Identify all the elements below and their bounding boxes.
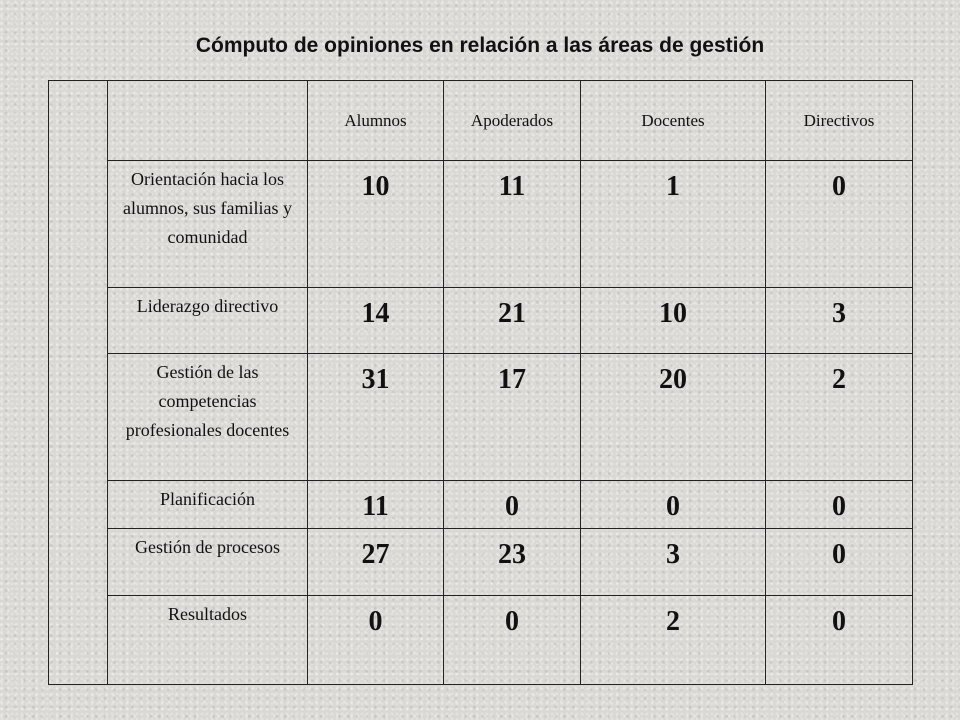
cell-value: 11 <box>443 160 581 288</box>
row-label: Gestión de las competencias profesionale… <box>107 353 308 481</box>
column-header: Alumnos <box>307 80 444 161</box>
cell-value: 2 <box>580 595 766 685</box>
cell-value: 0 <box>765 160 913 288</box>
cell-value: 10 <box>580 287 766 354</box>
column-header: Apoderados <box>443 80 581 161</box>
table-row: Planificación 11 0 0 0 <box>49 480 913 529</box>
cell-value: 0 <box>580 480 766 529</box>
row-label: Gestión de procesos <box>107 528 308 596</box>
row-label: Planificación <box>107 480 308 529</box>
cell-value: 0 <box>443 595 581 685</box>
row-label: Resultados <box>107 595 308 685</box>
cell-value: 27 <box>307 528 444 596</box>
corner-cell <box>107 80 308 161</box>
row-label: Liderazgo directivo <box>107 287 308 354</box>
row-label: Orientación hacia los alumnos, sus famil… <box>107 160 308 288</box>
cell-value: 0 <box>765 595 913 685</box>
cell-value: 14 <box>307 287 444 354</box>
slide-title: Cómputo de opiniones en relación a las á… <box>195 34 765 57</box>
table-row: Gestión de las competencias profesionale… <box>49 353 913 481</box>
column-header: Docentes <box>580 80 766 161</box>
table-row: Gestión de procesos 27 23 3 0 <box>49 528 913 596</box>
cell-value: 0 <box>765 528 913 596</box>
column-header: Directivos <box>765 80 913 161</box>
side-cell <box>48 80 108 685</box>
table-row: Resultados 0 0 2 0 <box>49 595 913 685</box>
cell-value: 2 <box>765 353 913 481</box>
cell-value: 21 <box>443 287 581 354</box>
cell-value: 17 <box>443 353 581 481</box>
cell-value: 20 <box>580 353 766 481</box>
cell-value: 0 <box>443 480 581 529</box>
cell-value: 23 <box>443 528 581 596</box>
cell-value: 1 <box>580 160 766 288</box>
table-row: Liderazgo directivo 14 21 10 3 <box>49 287 913 354</box>
cell-value: 3 <box>765 287 913 354</box>
cell-value: 31 <box>307 353 444 481</box>
cell-value: 3 <box>580 528 766 596</box>
cell-value: 0 <box>307 595 444 685</box>
cell-value: 10 <box>307 160 444 288</box>
header-row: Alumnos Apoderados Docentes Directivos <box>48 80 913 685</box>
table-row: Orientación hacia los alumnos, sus famil… <box>49 160 913 288</box>
data-table: Alumnos Apoderados Docentes Directivos Orien… <box>48 80 913 685</box>
cell-value: 0 <box>765 480 913 529</box>
cell-value: 11 <box>307 480 444 529</box>
